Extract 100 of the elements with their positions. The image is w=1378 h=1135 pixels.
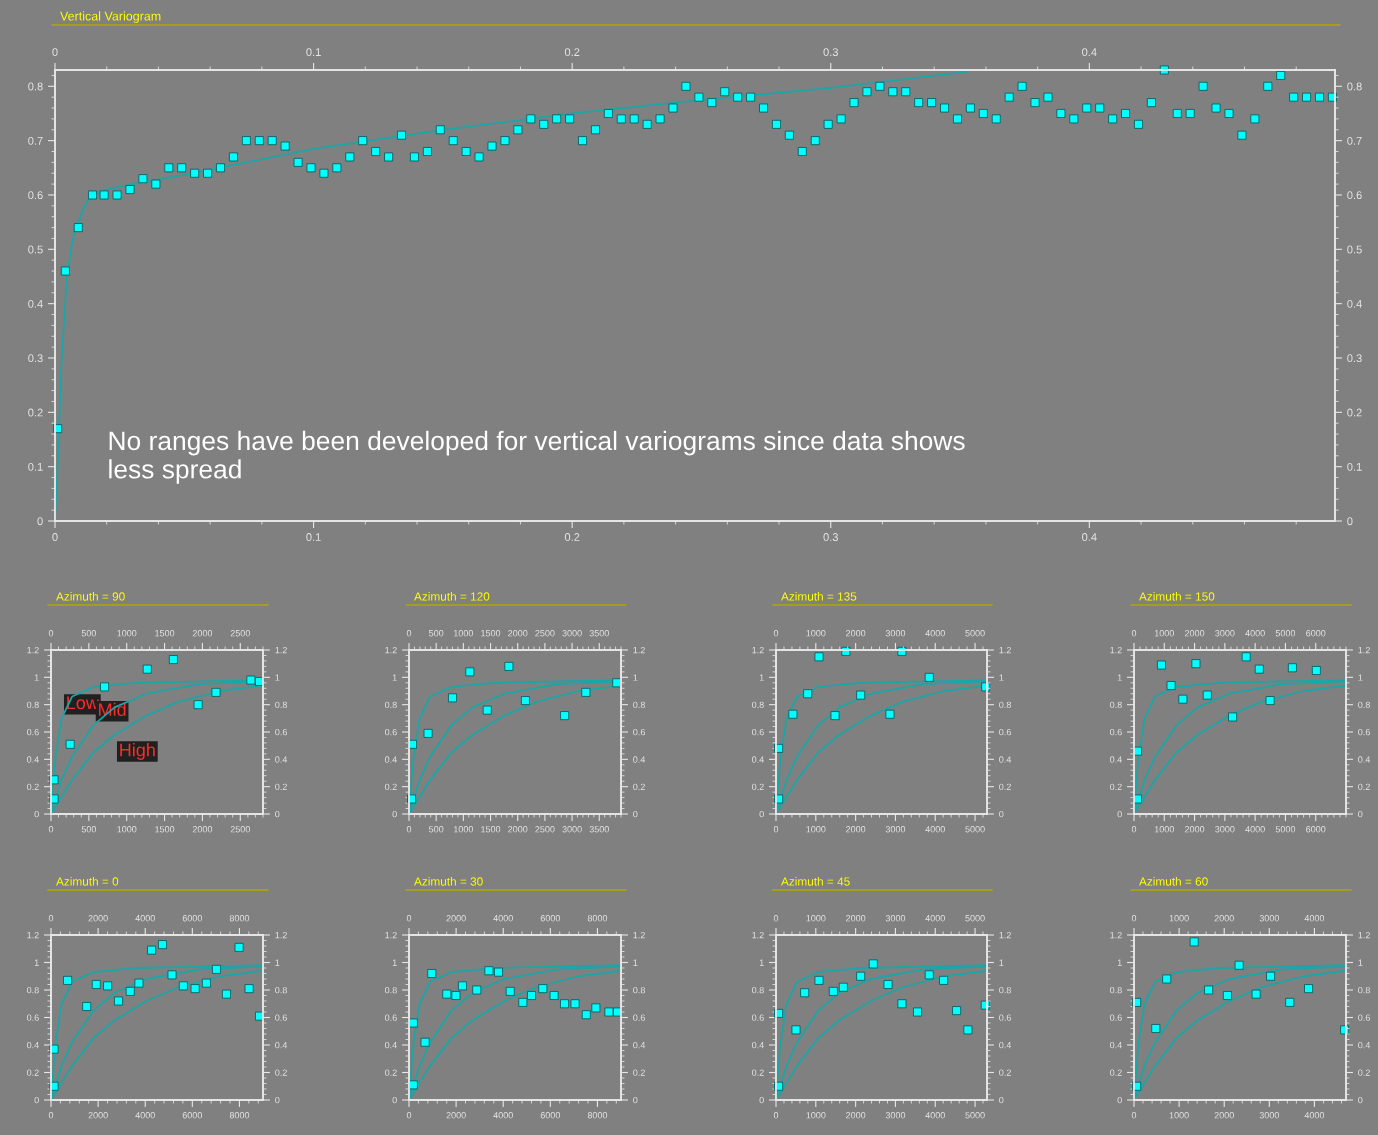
- x2-tick-label: 500: [81, 630, 97, 637]
- y-tick-label: 0.4: [27, 1041, 39, 1049]
- y2-tick-label: 0.4: [1358, 756, 1371, 763]
- y2-tick-label: 0: [1347, 517, 1353, 526]
- x-tick-label: 4000: [1304, 1112, 1325, 1119]
- y-tick-label: 0.8: [1110, 701, 1122, 709]
- y-tick-label: 1: [34, 674, 39, 681]
- y2-tick-label: 1: [275, 959, 280, 966]
- y-tick-label: 0.2: [385, 1069, 397, 1076]
- y2-tick-label: 0.8: [999, 986, 1011, 994]
- x-tick-label: 1000: [1169, 1112, 1189, 1119]
- y-tick-label: 0.4: [752, 756, 764, 763]
- y-tick-label: 0.2: [752, 1069, 764, 1076]
- x-tick-label: 2000: [446, 1112, 466, 1119]
- x2-tick-label: 0: [406, 630, 412, 637]
- y2-tick-label: 0.6: [1358, 728, 1370, 736]
- y-tick-label: 0.8: [385, 986, 397, 994]
- chart-title: Azimuth = 30: [414, 876, 483, 886]
- y2-tick-label: 0: [633, 810, 638, 818]
- x2-tick-label: 4000: [1304, 915, 1325, 922]
- x2-tick-label: 3000: [1259, 915, 1280, 922]
- y-tick-label: 0.2: [27, 1069, 39, 1076]
- y-tick-label: 0.8: [28, 82, 43, 91]
- x-tick-label: 2000: [192, 826, 213, 833]
- annotation: No ranges have been developed for vertical variograms since data shows less spread: [109, 430, 965, 484]
- x2-tick-label: 4000: [925, 630, 945, 637]
- y2-tick-label: 0.4: [999, 1041, 1012, 1049]
- x-tick-label: 2000: [846, 826, 866, 833]
- x-tick-label: 1000: [806, 1112, 826, 1119]
- y-tick-label: 1: [392, 959, 397, 966]
- y-tick-label: 1.2: [385, 646, 397, 654]
- y-tick-label: 0.6: [385, 728, 397, 736]
- x2-tick-label: 4000: [135, 915, 155, 922]
- x-tick-label: 4000: [135, 1112, 155, 1119]
- x-tick-label: 0: [1131, 1112, 1137, 1119]
- y2-tick-label: 0.8: [1347, 82, 1362, 91]
- x2-tick-label: 4000: [1245, 630, 1265, 637]
- y-tick-label: 1.2: [385, 931, 397, 939]
- x2-tick-label: 8000: [587, 915, 608, 922]
- x-tick-label: 2500: [535, 826, 555, 833]
- y2-tick-label: 0.2: [999, 1069, 1011, 1076]
- y-tick-label: 0: [759, 1096, 764, 1104]
- x2-tick-label: 5000: [1275, 630, 1296, 637]
- y2-tick-label: 1: [999, 674, 1004, 681]
- x2-tick-label: 2000: [88, 915, 108, 922]
- y2-tick-label: 1: [633, 674, 638, 681]
- x2-tick-label: 1000: [806, 915, 826, 922]
- y-tick-label: 0.6: [28, 191, 43, 200]
- x-tick-label: 0: [48, 1112, 54, 1119]
- y-tick-label: 0.6: [752, 728, 764, 736]
- y2-tick-label: 0.2: [999, 783, 1011, 791]
- y-tick-label: 0.4: [385, 756, 397, 763]
- y2-tick-label: 1.2: [1358, 931, 1370, 939]
- y2-tick-label: 0.8: [633, 986, 645, 994]
- x2-tick-label: 500: [429, 630, 444, 637]
- x2-tick-label: 2000: [446, 915, 466, 922]
- y-tick-label: 0.5: [28, 245, 43, 254]
- y-tick-label: 0: [37, 517, 43, 526]
- chart-title: Azimuth = 150: [1139, 591, 1215, 601]
- x2-tick-label: 3500: [589, 630, 609, 637]
- x-tick-label: 4000: [925, 1112, 945, 1119]
- y2-tick-label: 0.4: [633, 756, 646, 763]
- y2-tick-label: 1.2: [275, 646, 287, 654]
- x2-tick-label: 6000: [1306, 630, 1326, 637]
- x-tick-label: 3000: [885, 1112, 906, 1119]
- x2-tick-label: 3000: [885, 915, 906, 922]
- x2-tick-label: 1000: [117, 630, 137, 637]
- y2-tick-label: 0.8: [999, 701, 1011, 709]
- x2-tick-label: 0: [1131, 630, 1137, 637]
- y2-tick-label: 0.2: [633, 783, 645, 791]
- x2-tick-label: 8000: [229, 915, 250, 922]
- y2-tick-label: 1.2: [999, 646, 1011, 654]
- y2-tick-label: 0.8: [1358, 701, 1370, 709]
- y-tick-label: 0.3: [28, 354, 43, 363]
- y2-tick-label: 0.5: [1347, 245, 1362, 254]
- chart-title: Azimuth = 45: [781, 876, 850, 886]
- y2-tick-label: 0.8: [275, 986, 287, 994]
- y-tick-label: 0.7: [28, 136, 43, 145]
- y-tick-label: 0.6: [27, 1014, 39, 1021]
- x-tick-label: 4000: [925, 826, 945, 833]
- x2-tick-label: 4000: [925, 915, 945, 922]
- x-tick-label: 3500: [589, 826, 609, 833]
- y2-tick-label: 0.4: [1358, 1041, 1371, 1049]
- y2-tick-label: 0.6: [1358, 1014, 1370, 1021]
- y2-tick-label: 0.6: [275, 1014, 287, 1021]
- series-label: High: [120, 743, 155, 760]
- y2-tick-label: 0.4: [999, 756, 1012, 763]
- y-tick-label: 0.6: [752, 1014, 764, 1021]
- x-tick-label: 0: [773, 826, 779, 833]
- x-tick-label: 0: [1131, 826, 1137, 833]
- chart-title: Azimuth = 120: [414, 591, 490, 601]
- y-tick-label: 1.2: [752, 931, 764, 939]
- x2-tick-label: 2000: [846, 915, 866, 922]
- x-tick-label: 500: [81, 826, 97, 833]
- x-tick-label: 1500: [155, 826, 175, 833]
- y2-tick-label: 0.8: [275, 701, 287, 709]
- x2-tick-label: 0.2: [564, 48, 580, 56]
- y2-tick-label: 1: [1358, 674, 1363, 681]
- y-tick-label: 0.6: [27, 728, 39, 736]
- y2-tick-label: 0.7: [1347, 136, 1362, 145]
